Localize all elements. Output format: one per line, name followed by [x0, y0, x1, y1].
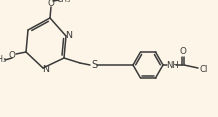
Text: N: N — [43, 64, 49, 73]
Text: CH₃: CH₃ — [57, 0, 71, 4]
Text: N: N — [65, 31, 73, 40]
Text: CH₃: CH₃ — [0, 55, 7, 64]
Text: Cl: Cl — [200, 64, 208, 73]
Text: NH: NH — [166, 61, 178, 70]
Text: S: S — [92, 60, 98, 70]
Text: O: O — [48, 0, 54, 7]
Text: O: O — [180, 48, 186, 57]
Text: O: O — [9, 51, 15, 60]
